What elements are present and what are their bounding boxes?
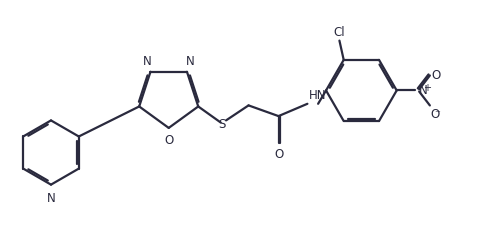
- Text: O: O: [431, 69, 440, 82]
- Text: ⁻: ⁻: [434, 109, 440, 119]
- Text: O: O: [274, 147, 283, 161]
- Text: N: N: [419, 84, 427, 97]
- Text: +: +: [423, 83, 431, 93]
- Text: N: N: [186, 55, 195, 68]
- Text: S: S: [218, 117, 226, 131]
- Text: Cl: Cl: [334, 26, 345, 39]
- Text: O: O: [430, 108, 440, 120]
- Text: N: N: [143, 55, 152, 68]
- Text: HN: HN: [309, 89, 327, 102]
- Text: O: O: [164, 134, 173, 147]
- Text: N: N: [47, 191, 56, 204]
